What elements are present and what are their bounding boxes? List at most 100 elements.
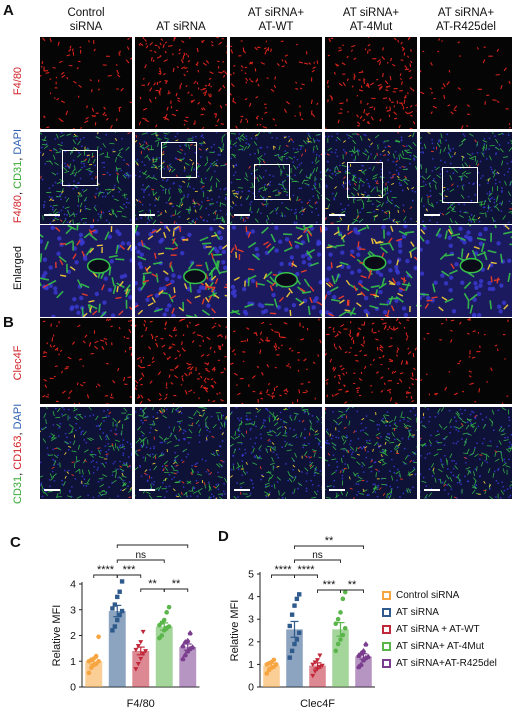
inset-box — [347, 162, 383, 198]
data-point — [360, 657, 367, 663]
row-label-merge-a: F4/80, CD31, DAPI — [12, 128, 24, 224]
significance-label: ** — [348, 579, 357, 591]
legend-label: AT siRNA + AT-WT — [396, 624, 480, 635]
micrograph-clec4f — [420, 318, 512, 404]
data-point — [187, 630, 193, 636]
data-point — [340, 596, 346, 602]
y-tick-label: 2 — [248, 636, 254, 648]
data-point — [315, 658, 320, 663]
legend-swatch — [382, 625, 391, 634]
data-point — [365, 653, 371, 660]
column-header-at-r425del: AT siRNA+ AT-R425del — [420, 6, 512, 34]
row-label-enlarged: Enlarged — [12, 245, 24, 291]
data-point — [180, 643, 186, 649]
micrograph-enlarged — [40, 225, 132, 317]
y-axis-label: Relative MFI — [51, 605, 63, 667]
micrograph-clec4f — [230, 318, 322, 404]
data-point — [287, 655, 292, 660]
significance-label: ** — [325, 535, 334, 547]
column-header-line: AT-WT — [258, 21, 294, 33]
micrograph-merge-a — [40, 132, 132, 224]
legend-swatch — [382, 642, 391, 651]
column-header-control: Control siRNA — [40, 6, 132, 34]
legend-item: AT siRNA+ AT-4Mut — [382, 638, 518, 655]
inset-box — [161, 142, 197, 178]
bar — [155, 626, 173, 687]
column-header-line: AT siRNA — [156, 21, 206, 33]
data-point — [119, 579, 125, 584]
data-point — [133, 647, 139, 653]
micrograph-f480 — [230, 37, 322, 129]
legend-swatch — [382, 659, 391, 668]
significance-label: *** — [323, 579, 337, 591]
y-tick-label: 5 — [248, 569, 254, 581]
data-point — [135, 644, 141, 649]
data-point — [112, 624, 118, 629]
y-tick-label: 1 — [70, 656, 76, 668]
data-point — [273, 662, 279, 667]
data-point — [264, 671, 270, 676]
data-point — [138, 640, 144, 645]
y-tick-label: 2 — [70, 630, 76, 642]
y-tick-label: 0 — [248, 682, 254, 694]
data-point — [312, 660, 318, 665]
column-header-line: AT siRNA+ — [342, 7, 400, 19]
micrograph-enlarged — [420, 225, 512, 317]
data-point — [289, 648, 295, 654]
scale-bar — [44, 214, 60, 216]
scale-bar — [44, 489, 60, 491]
data-point — [164, 610, 169, 615]
scale-bar — [329, 489, 345, 491]
significance-label: ** — [172, 578, 181, 590]
significance-bracket — [116, 559, 165, 563]
data-point — [93, 653, 99, 659]
x-axis-label: F4/80 — [127, 698, 155, 710]
data-point — [363, 641, 369, 647]
micrograph-merge-a — [325, 132, 417, 224]
significance-label: ns — [312, 550, 323, 561]
data-point — [166, 604, 172, 610]
significance-label: ns — [135, 550, 146, 561]
significance-bracket — [340, 589, 364, 593]
column-header-at-sirna: AT siRNA — [135, 6, 227, 34]
significance-label: ** — [148, 578, 157, 590]
data-point — [340, 632, 346, 638]
data-point — [312, 669, 318, 674]
data-point — [333, 648, 339, 654]
panel-letter-b: B — [3, 314, 14, 331]
data-point — [271, 657, 277, 663]
micrograph-clec4f — [40, 318, 132, 404]
data-point — [294, 637, 300, 642]
panel-letter-c: C — [10, 534, 21, 551]
micrograph-clec4f — [325, 318, 417, 404]
inset-box — [254, 164, 290, 200]
legend: Control siRNA AT siRNA AT siRNA + AT-WT … — [382, 587, 518, 672]
bar — [108, 611, 126, 687]
significance-label: *** — [123, 564, 137, 576]
data-point — [294, 596, 300, 602]
data-point — [96, 658, 101, 664]
scale-bar — [424, 214, 440, 216]
column-header-line: AT siRNA+ — [247, 7, 305, 19]
data-point — [292, 641, 297, 647]
data-point — [119, 608, 125, 614]
row-label-f480: F4/80 — [12, 66, 24, 96]
micrograph-enlarged — [135, 225, 227, 317]
data-point — [319, 663, 325, 669]
data-point — [117, 589, 122, 594]
y-tick-label: 0 — [70, 682, 76, 694]
data-point — [342, 625, 348, 631]
data-point — [292, 603, 297, 608]
column-header-line: siRNA — [69, 21, 103, 33]
micrograph-clec4f — [135, 318, 227, 404]
legend-label: AT siRNA+ AT-4Mut — [396, 641, 485, 652]
bar — [286, 629, 303, 687]
data-point — [96, 634, 101, 640]
row-label-part: , — [12, 154, 24, 161]
data-point — [110, 606, 115, 611]
scale-bar — [234, 489, 250, 491]
column-header-line: Control — [67, 7, 105, 19]
significance-bracket — [116, 544, 189, 548]
legend-label: Control siRNA — [396, 590, 460, 601]
